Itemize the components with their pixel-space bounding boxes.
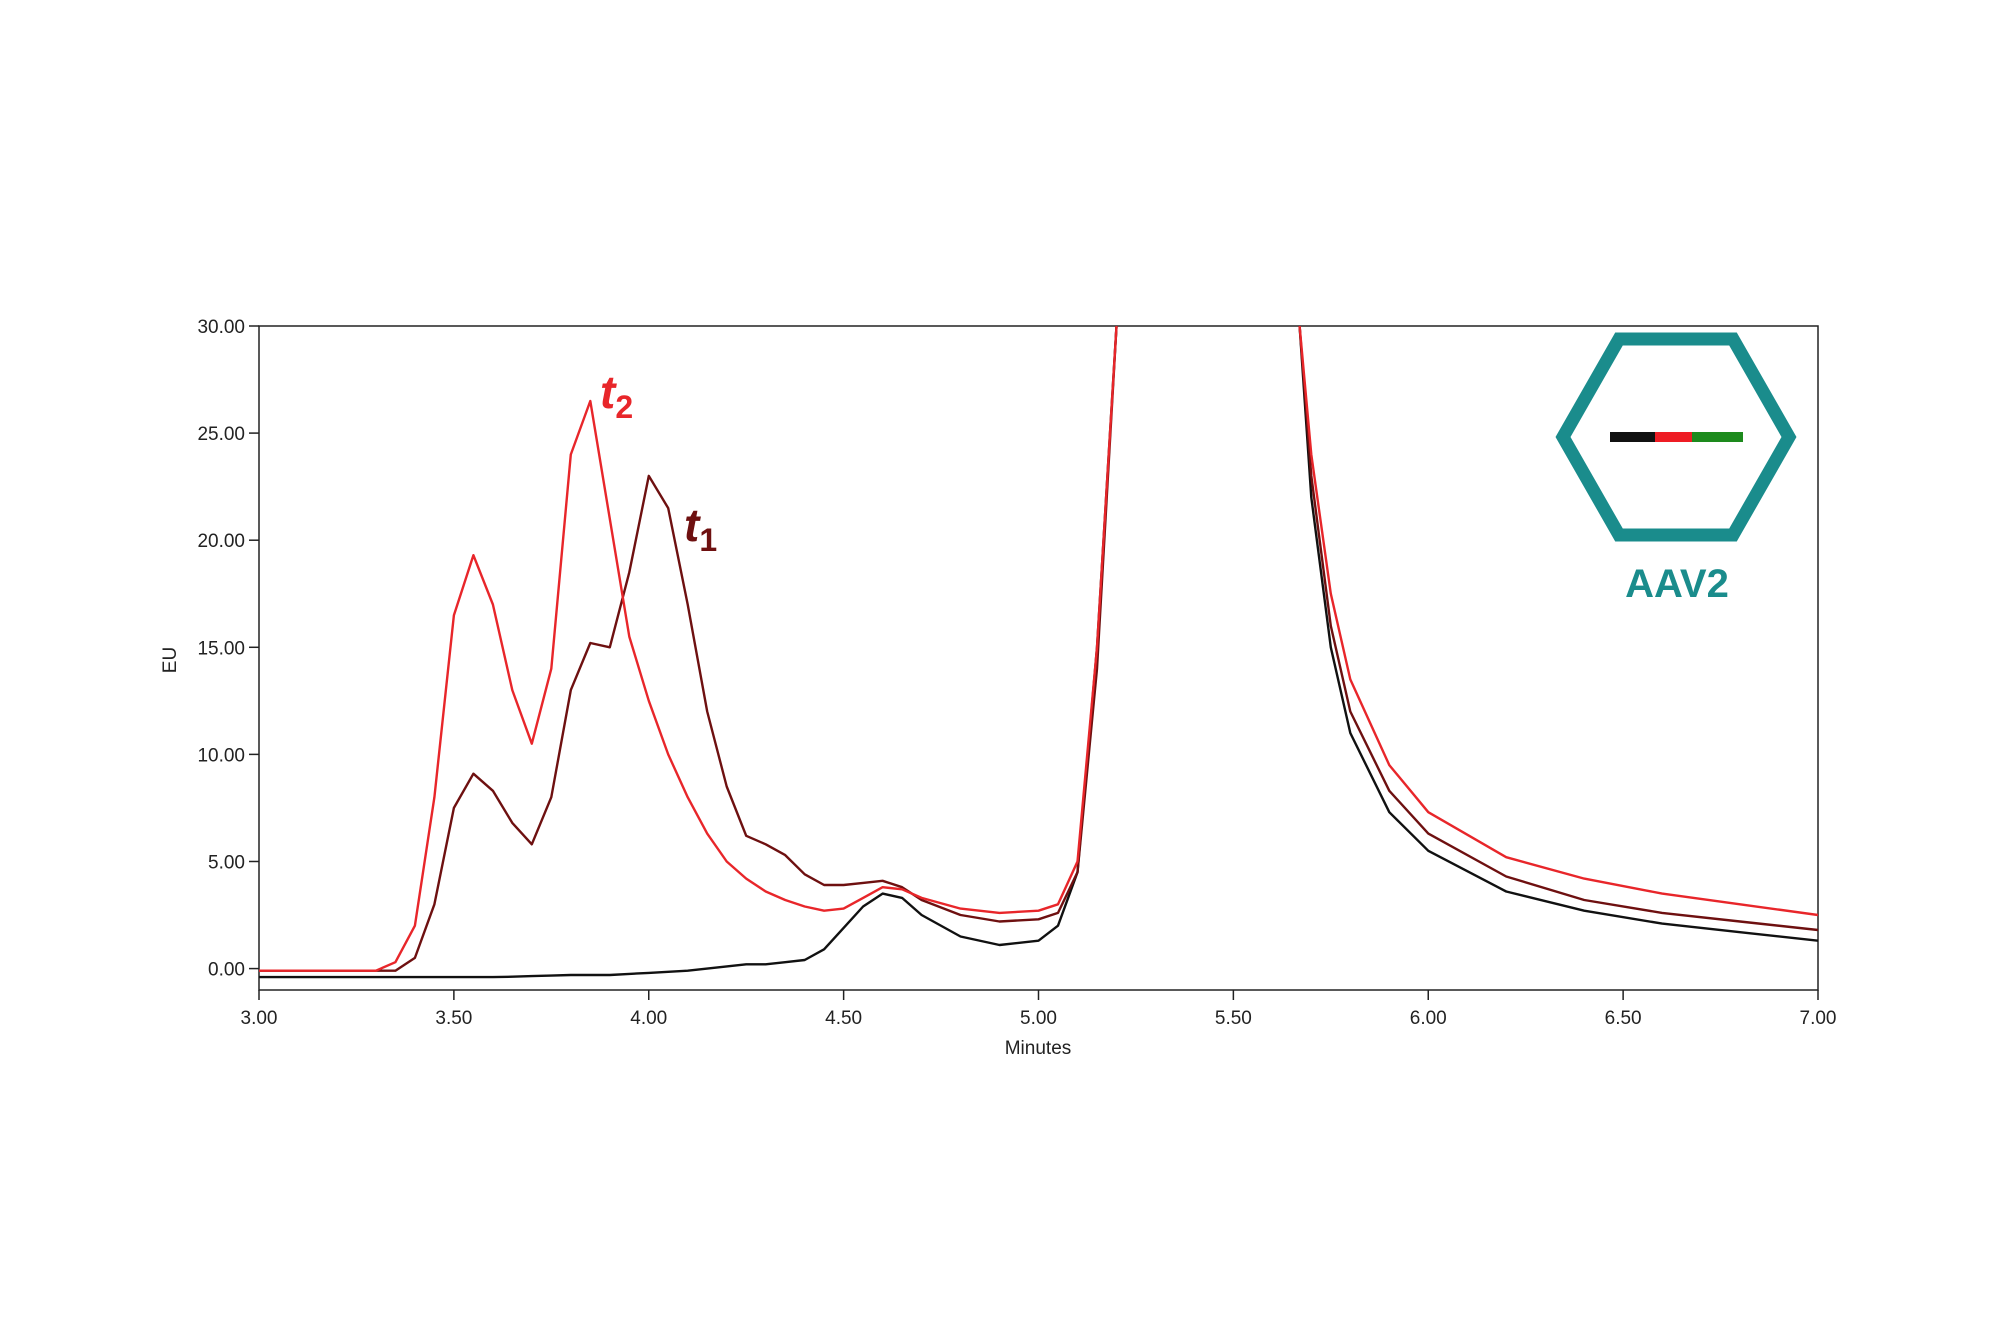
y-axis-label: EU <box>160 647 181 673</box>
plot-area <box>259 326 1818 979</box>
series-line <box>259 326 1818 979</box>
x-tick-label: 5.00 <box>1020 1008 1057 1029</box>
x-tick-label: 7.00 <box>1800 1008 1837 1029</box>
annotation-subscript: 2 <box>615 389 633 425</box>
y-tick-label: 15.00 <box>197 638 245 659</box>
annotation: t1 <box>684 499 717 558</box>
annotation-text: t <box>684 499 701 551</box>
logo: AAV2 <box>1555 332 1797 606</box>
series-line <box>259 326 1818 972</box>
y-tick-label: 20.00 <box>197 531 245 552</box>
logo-text: AAV2 <box>1625 562 1729 606</box>
y-tick-label: 10.00 <box>197 745 245 766</box>
y-tick-label: 25.00 <box>197 424 245 445</box>
x-tick-label: 3.00 <box>241 1008 278 1029</box>
y-tick-label: 0.00 <box>208 960 245 981</box>
x-tick-label: 4.50 <box>825 1008 862 1029</box>
y-tick-label: 30.00 <box>197 317 245 338</box>
plot-frame <box>258 325 1819 991</box>
series-line <box>259 326 1818 972</box>
annotation-subscript: 1 <box>699 522 717 558</box>
annotation: t2 <box>600 366 633 425</box>
x-tick-label: 3.50 <box>435 1008 472 1029</box>
x-tick-label: 4.00 <box>630 1008 667 1029</box>
x-tick-label: 5.50 <box>1215 1008 1252 1029</box>
x-tick-label: 6.50 <box>1605 1008 1642 1029</box>
logo-hexagon <box>1555 332 1797 542</box>
y-tick-label: 5.00 <box>208 852 245 873</box>
x-tick-label: 6.00 <box>1410 1008 1447 1029</box>
x-axis-label: Minutes <box>1005 1038 1072 1059</box>
annotation-text: t <box>600 366 617 418</box>
